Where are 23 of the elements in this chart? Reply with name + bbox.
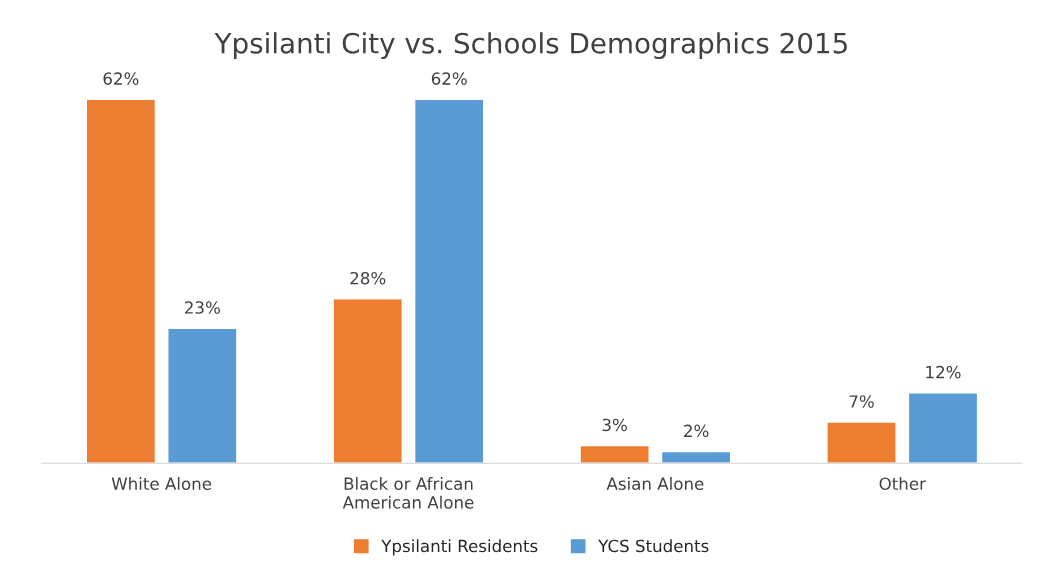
bar <box>660 450 732 464</box>
bar <box>826 421 897 464</box>
data-label: 7% <box>849 395 874 408</box>
bar <box>579 444 650 464</box>
data-label: 23% <box>185 301 220 314</box>
data-label: 28% <box>350 271 386 285</box>
x-tick-label: White Alone <box>111 477 212 490</box>
chart-title: Ypsilanti City vs. Schools Demographics 2015 <box>214 32 847 60</box>
bar <box>907 392 979 464</box>
legend-label: Ypsilanti Residents <box>381 539 538 556</box>
bar <box>332 298 404 464</box>
x-tick-label: Black or African American Alone <box>342 477 474 509</box>
data-label: 3% <box>602 418 627 432</box>
x-tick-label: Other <box>879 477 926 490</box>
bar <box>167 327 238 464</box>
bar <box>85 98 157 464</box>
data-label: 62% <box>431 72 467 85</box>
bar <box>413 98 485 464</box>
data-label: 12% <box>926 365 961 379</box>
x-tick-label: Asian Alone <box>606 477 704 490</box>
data-label: 2% <box>684 424 709 438</box>
data-label: 62% <box>103 72 139 85</box>
legend-label: YCS Students <box>598 539 709 553</box>
